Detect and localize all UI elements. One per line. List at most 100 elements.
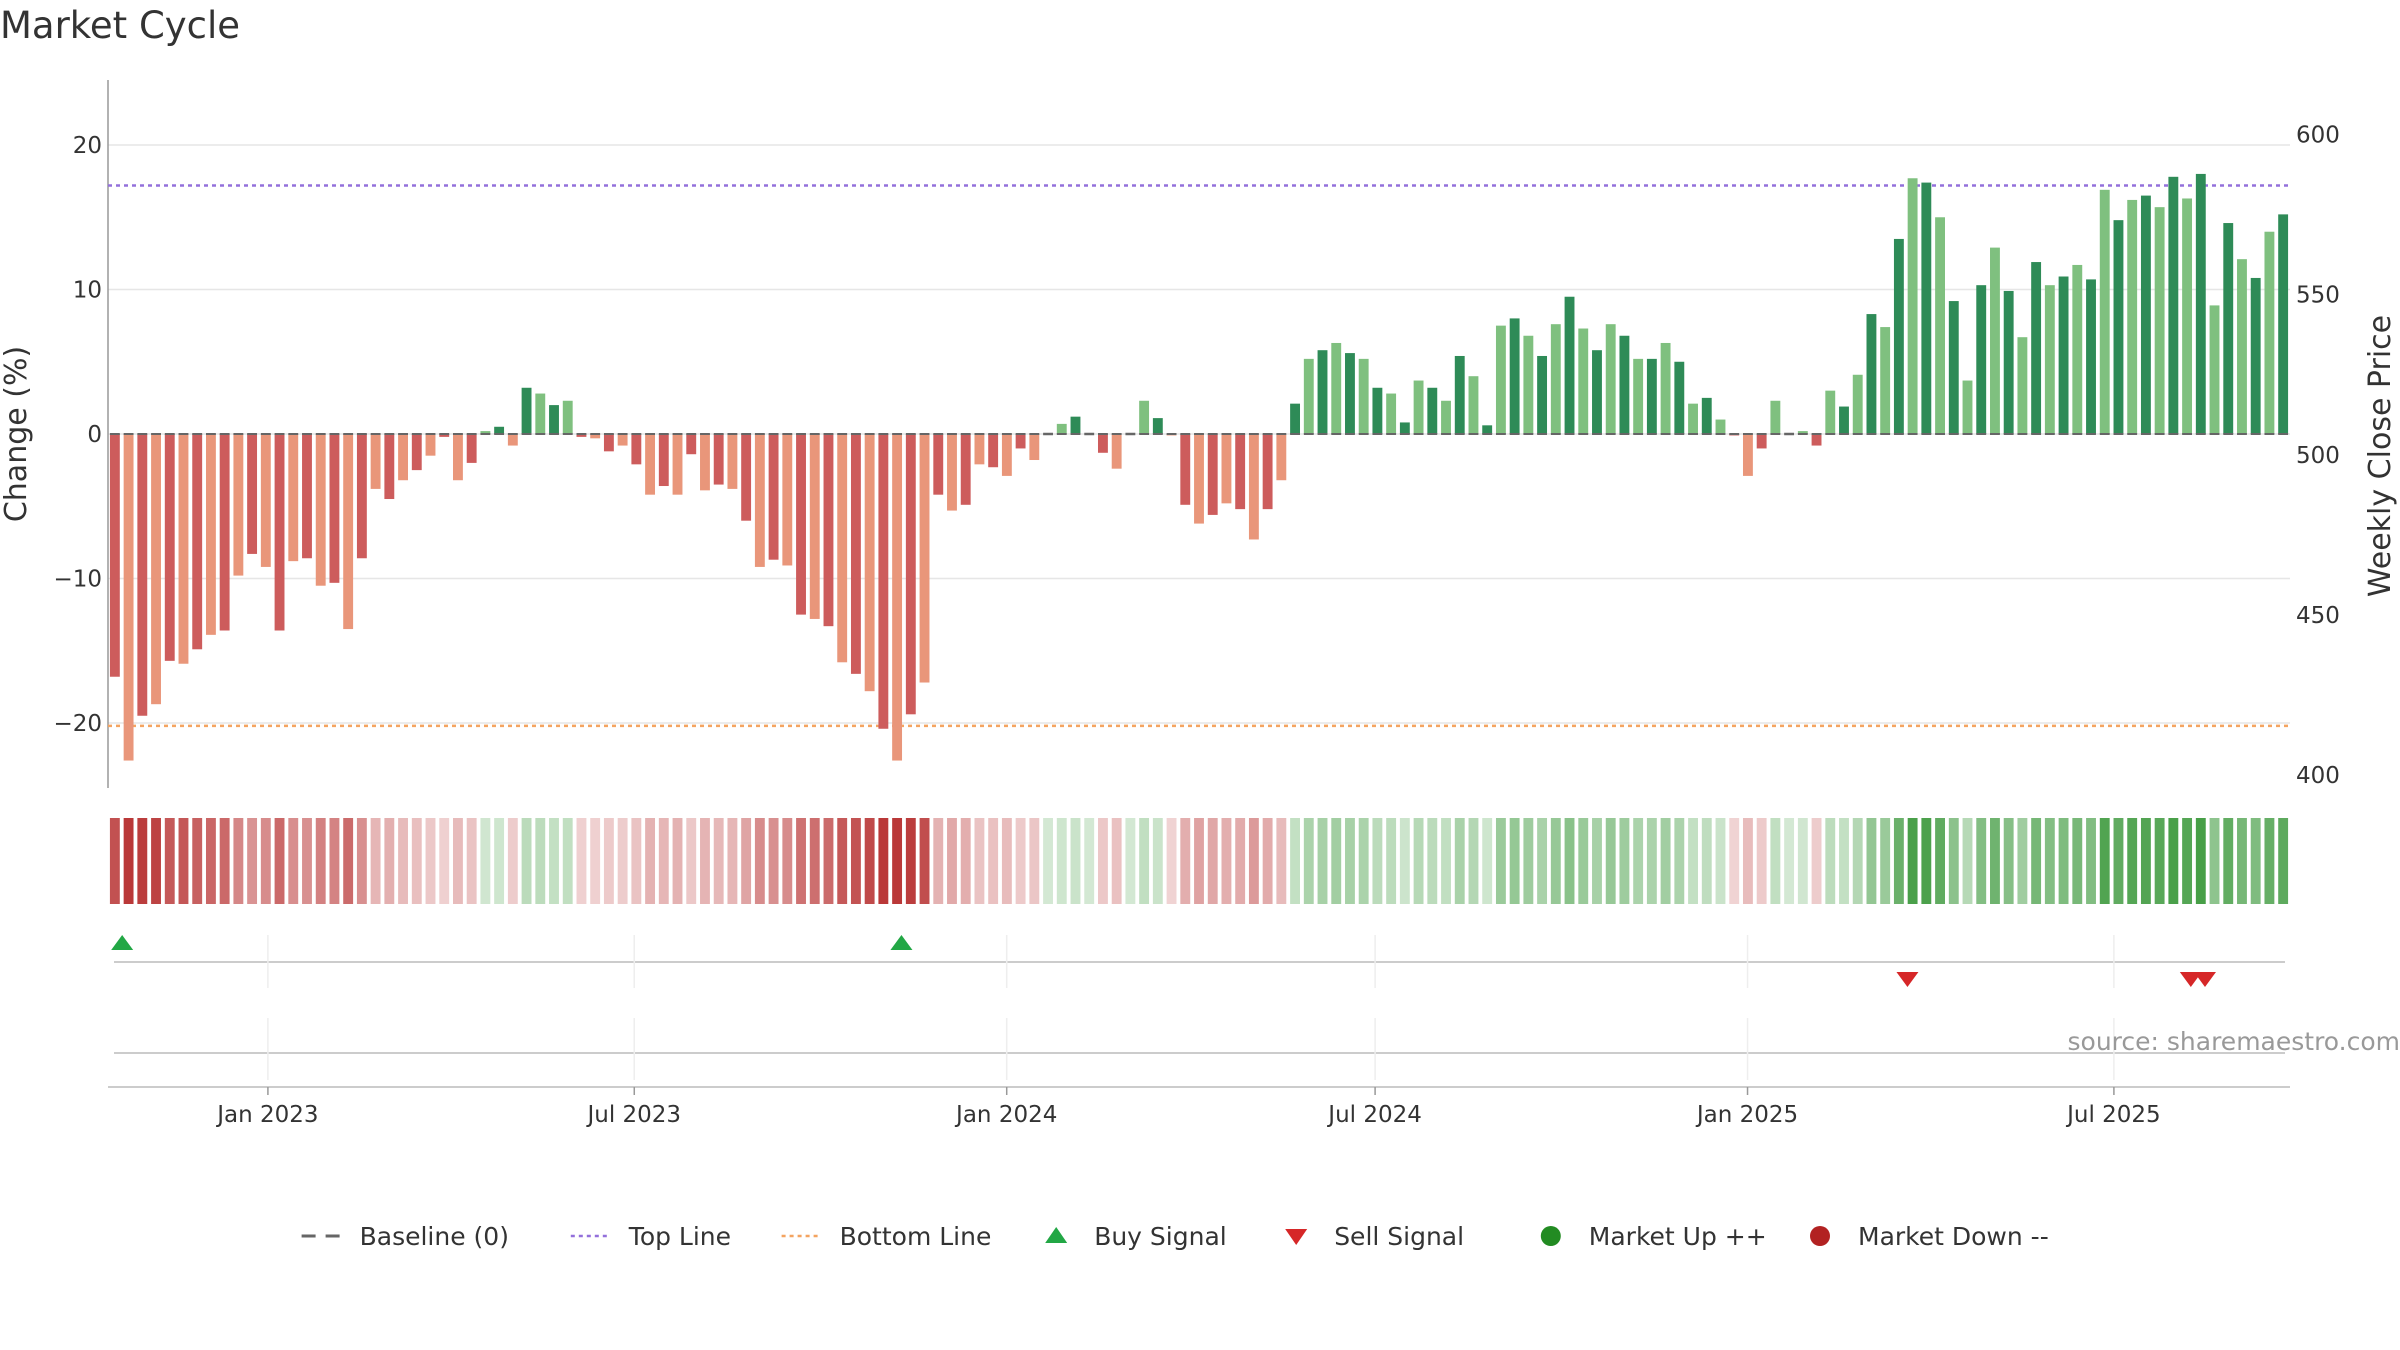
heat-cell [1509,818,1520,904]
change-bar [1811,434,1822,446]
heat-cell [1056,818,1067,904]
heat-cell [1893,818,1904,904]
x-tick-label: Jul 2025 [2065,1102,2161,1128]
change-bar [205,434,216,635]
change-bar [727,434,738,489]
heat-cell [535,818,546,904]
change-bar [796,434,806,615]
change-bar [919,434,930,683]
x-axis: Jan 2023 Jul 2023 Jan 2024 Jul 2024 Jan 2025… [108,1086,2290,1128]
change-bar [988,434,999,468]
change-bar [700,434,710,491]
heat-cell [1125,818,1136,904]
change-bar [1001,434,1012,476]
change-bar [2113,220,2124,434]
change-bar [741,434,752,521]
sell-signal-marker [2193,972,2216,987]
heat-cell [1152,818,1163,904]
heat-cell [1303,818,1314,904]
heat-cell [1029,818,1040,904]
heat-cell [768,818,779,904]
heat-cell [1317,818,1328,904]
change-bar [480,431,491,434]
change-bar [1070,416,1081,434]
heat-cell [109,818,120,904]
chart-title: Market Cycle [0,4,241,47]
change-bar [1441,400,1451,434]
heat-cell [1235,818,1246,904]
y-tick-label: −20 [53,711,102,737]
heat-cell [549,818,559,904]
heat-cell [1935,818,1945,904]
heat-cell [1345,818,1355,904]
change-bar [2017,337,2028,434]
heat-cell [2154,818,2165,904]
heat-cell [1921,818,1932,904]
heat-cell [919,818,930,904]
heat-cell [960,818,971,904]
heat-cell [727,818,738,904]
heat-cell [1413,818,1424,904]
change-bar [1660,342,1671,434]
heat-cell [425,818,436,904]
legend-label: Bottom Line [840,1222,992,1251]
heat-cell [1605,818,1616,904]
change-bar [1262,434,1273,510]
change-bar [645,434,656,495]
y2-tick-label: 450 [2296,603,2340,629]
heat-cell [302,818,312,904]
y2-axis-title: Weekly Close Price [2363,315,2398,597]
heat-cell [809,818,820,904]
heat-cell [178,818,189,904]
change-bar [329,434,340,583]
heat-cell [1015,818,1026,904]
heat-cell [1578,818,1589,904]
heat-cell [2182,818,2193,904]
change-bar [302,434,312,559]
change-bar [1015,434,1026,449]
heat-cell [137,818,148,904]
change-bar [1427,387,1438,434]
heat-cell [2044,818,2055,904]
heat-cell [274,818,285,904]
heat-cell [892,818,903,904]
change-bar [288,434,299,562]
change-bar [754,434,765,567]
change-bar [1097,434,1108,453]
heat-cell [247,818,258,904]
change-bar [905,434,916,715]
change-bar [2058,276,2069,434]
heat-cell [1948,818,1959,904]
y-tick-label: 20 [73,133,102,159]
heat-cell [1564,818,1575,904]
heat-cell [439,818,450,904]
change-bar [535,393,546,434]
heat-cell [2017,818,2028,904]
heat-cell [1811,818,1822,904]
heat-cell [480,818,491,904]
change-bar [590,434,601,439]
heat-cell [2058,818,2069,904]
change-bar [2127,199,2138,434]
change-bar [603,434,614,452]
heat-cell [1660,818,1671,904]
heat-cell [1852,818,1863,904]
change-bar [1537,355,1548,434]
legend-label: Baseline (0) [360,1222,509,1251]
heat-cell [1482,818,1493,904]
change-bar [1797,431,1808,434]
x-tick-label: Jan 2025 [1695,1102,1798,1128]
change-bar [823,434,834,627]
heat-cell [1290,818,1301,904]
heat-cell [1784,818,1795,904]
heat-cell [1688,818,1698,904]
change-bar [1633,358,1644,434]
change-bar [850,434,861,674]
signal-panel: source: sharemaestro.com [111,935,2400,1080]
heat-cell [1742,818,1753,904]
heat-cell [1358,818,1369,904]
heat-cell [521,818,532,904]
change-bar [1564,296,1575,434]
change-bar [1317,350,1328,434]
change-bar [878,434,889,729]
